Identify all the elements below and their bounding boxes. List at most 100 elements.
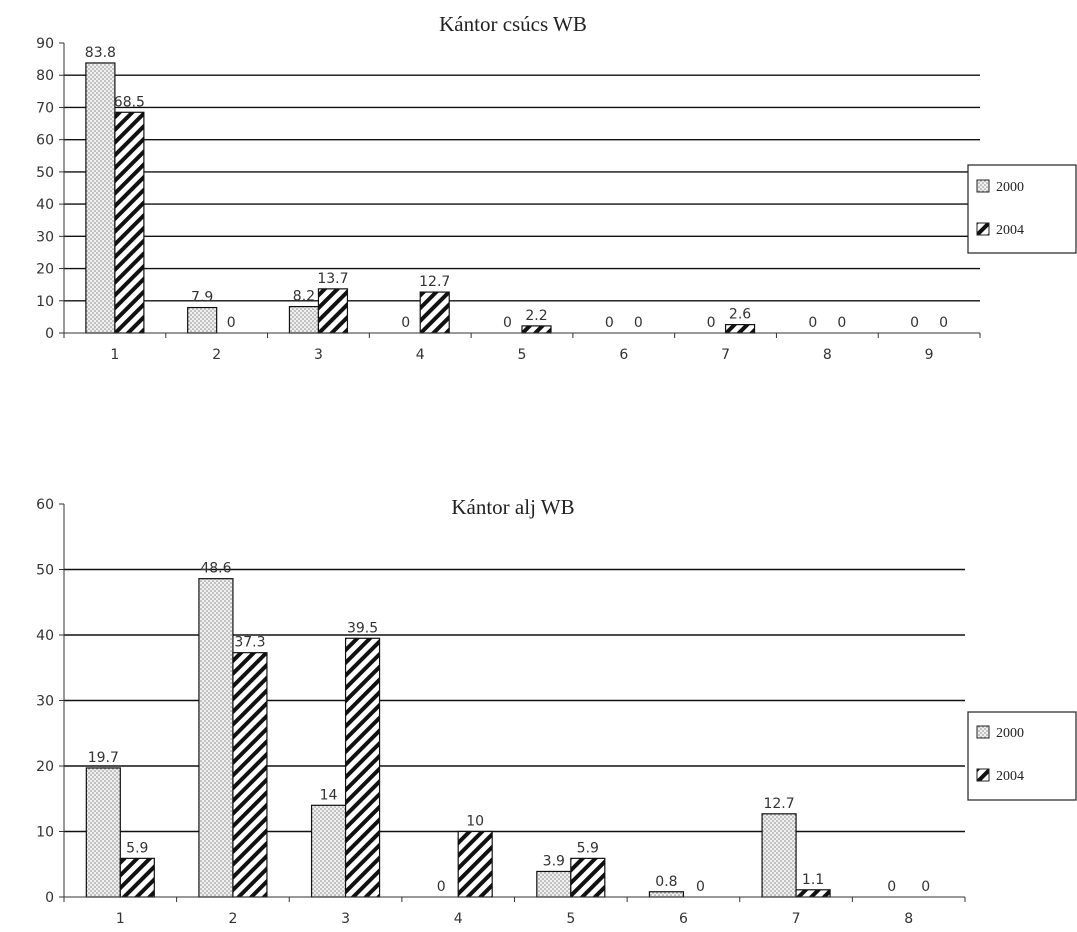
gridlines — [64, 74, 980, 302]
x-tick-label: 9 — [925, 347, 934, 363]
data-label: 5.9 — [577, 840, 599, 856]
legend-label-2004: 2004 — [996, 223, 1024, 238]
data-label: 0.8 — [655, 874, 677, 890]
y-tick-label: 60 — [36, 497, 54, 513]
x-tick-label: 5 — [518, 347, 527, 363]
data-label: 83.8 — [85, 45, 116, 61]
bars — [85, 62, 756, 334]
bar-2000-6 — [648, 891, 685, 898]
bar-2004-3 — [317, 288, 349, 334]
legend-swatch-2004 — [976, 222, 990, 236]
data-label: 5.9 — [126, 840, 148, 856]
legend-label-2000: 2000 — [996, 726, 1024, 741]
y-tick-label: 0 — [45, 326, 54, 342]
bar-2004-7 — [795, 889, 831, 898]
legend: 2000 2004 — [967, 711, 1077, 801]
x-tick-label: 2 — [212, 347, 221, 363]
y-tick-label: 10 — [36, 294, 54, 310]
y-tick-label: 50 — [36, 165, 54, 181]
data-label: 0 — [808, 315, 817, 331]
chart-title: Kántor alj WB — [451, 495, 574, 519]
data-label: 37.3 — [234, 635, 265, 651]
y-tick-label: 40 — [36, 197, 54, 213]
y-tick-label: 60 — [36, 133, 54, 149]
data-label: 12.7 — [419, 274, 450, 290]
data-label: 2.2 — [525, 308, 547, 324]
bar-2000-2 — [187, 306, 218, 334]
bar-2000-3 — [288, 305, 320, 334]
data-label: 68.5 — [114, 94, 145, 110]
data-label: 7.9 — [191, 290, 213, 306]
data-label: 0 — [634, 315, 643, 331]
bar-2004-3 — [344, 637, 381, 898]
x-tick-label: 3 — [341, 911, 350, 927]
axes: 0 10 20 30 40 50 60 1 2 3 4 5 6 7 8 — [36, 497, 966, 927]
data-label: 48.6 — [200, 561, 231, 577]
legend-swatch-2004 — [976, 768, 990, 782]
bar-2004-5 — [570, 857, 606, 898]
data-label: 0 — [605, 315, 614, 331]
legend-label-2000: 2000 — [996, 180, 1024, 195]
data-label: 39.5 — [347, 620, 378, 636]
bar-2000-1 — [85, 62, 116, 334]
x-tick-label: 1 — [116, 911, 125, 927]
data-label: 10 — [466, 814, 484, 830]
y-tick-label: 90 — [36, 36, 54, 52]
x-tick-label: 5 — [566, 911, 575, 927]
y-tick-label: 20 — [36, 759, 54, 775]
data-label: 0 — [503, 315, 512, 331]
data-label: 8.2 — [293, 289, 315, 305]
y-tick-label: 70 — [36, 100, 54, 116]
y-tick-label: 40 — [36, 628, 54, 644]
bars — [85, 578, 831, 898]
bar-2004-2 — [232, 652, 268, 898]
x-tick-label: 2 — [228, 911, 237, 927]
y-tick-label: 30 — [36, 229, 54, 245]
data-label: 0 — [696, 879, 705, 895]
y-tick-label: 20 — [36, 262, 54, 278]
x-tick-label: 7 — [792, 911, 801, 927]
data-label: 0 — [227, 315, 236, 331]
bar-2000-3 — [310, 804, 347, 898]
chart-alj: Kántor alj WB 19.748.61403.90.812.705.93… — [36, 495, 1077, 927]
data-label: 1.1 — [802, 872, 824, 888]
bar-2000-5 — [536, 870, 572, 898]
legend-swatch-2000 — [976, 725, 990, 739]
x-tick-label: 1 — [110, 347, 119, 363]
y-tick-label: 30 — [36, 694, 54, 710]
data-label: 0 — [401, 315, 410, 331]
bar-2000-2 — [198, 578, 234, 898]
data-labels: 19.7 48.6 14 0 3.9 0.8 12.7 0 5.9 37.3 39.5 10 5.9 0 1… — [88, 561, 930, 895]
y-tick-label: 10 — [36, 825, 54, 841]
bar-2004-4 — [457, 830, 493, 898]
data-label: 0 — [910, 315, 919, 331]
x-tick-label: 6 — [679, 911, 688, 927]
data-label: 0 — [707, 315, 716, 331]
data-label: 14 — [320, 787, 338, 803]
data-label: 0 — [939, 315, 948, 331]
data-label: 0 — [837, 315, 846, 331]
x-tick-label: 4 — [416, 347, 425, 363]
data-label: 3.9 — [543, 853, 565, 869]
bar-2000-7 — [761, 813, 797, 898]
legend-frame — [967, 164, 1077, 254]
legend-label-2004: 2004 — [996, 769, 1024, 784]
data-label: 2.6 — [729, 307, 751, 323]
data-label: 12.7 — [763, 796, 794, 812]
x-tick-label: 8 — [823, 347, 832, 363]
bar-2004-1 — [114, 111, 145, 334]
x-tick-label: 8 — [904, 911, 913, 927]
y-tick-label: 0 — [45, 890, 54, 906]
chart-title: Kántor csúcs WB — [439, 12, 587, 36]
bar-2004-4 — [419, 291, 450, 334]
data-labels: 83.8 7.9 8.2 0 0 0 0 0 0 68.5 0 13.7 12.7 2.2 0 2.6 0 0 — [85, 45, 948, 331]
x-tick-label: 3 — [314, 347, 323, 363]
x-tick-label: 6 — [619, 347, 628, 363]
legend-swatch-2000 — [976, 179, 990, 193]
x-tick-label: 4 — [454, 911, 463, 927]
bar-2004-7 — [724, 324, 756, 334]
chart-csucs: Kántor csúcs WB 83.8 7.9 8.2 0 0 0 0 0 0 68.5 0 13.… — [36, 12, 1077, 363]
x-tick-label: 7 — [721, 347, 730, 363]
